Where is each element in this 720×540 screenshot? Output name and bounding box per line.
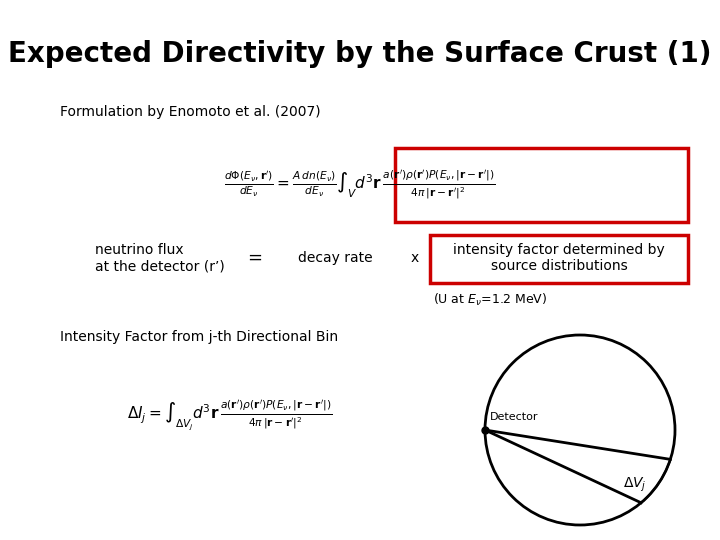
Text: $\frac{d\Phi(E_\nu,\mathbf{r}^{\prime})}{dE_\nu}= \frac{A\,dn(E_\nu)}{dE_\nu}\in: $\frac{d\Phi(E_\nu,\mathbf{r}^{\prime})}… (225, 168, 495, 201)
Text: neutrino flux
at the detector (r’): neutrino flux at the detector (r’) (95, 243, 225, 273)
Text: $\Delta I_j = \int_{\Delta V_j} d^3\mathbf{r}\,\frac{a(\mathbf{r}^{\prime})\rho(: $\Delta I_j = \int_{\Delta V_j} d^3\math… (127, 398, 333, 432)
Text: =: = (248, 249, 263, 267)
Bar (395, 148, 688, 222)
Text: (U at $E_\nu$=1.2 MeV): (U at $E_\nu$=1.2 MeV) (433, 292, 547, 308)
Text: Intensity Factor from j-th Directional Bin: Intensity Factor from j-th Directional B… (60, 330, 338, 344)
Text: $\Delta V_j$: $\Delta V_j$ (623, 476, 647, 494)
Text: x: x (411, 251, 419, 265)
Bar (430, 235, 688, 283)
Text: intensity factor determined by
source distributions: intensity factor determined by source di… (453, 243, 665, 273)
Text: Formulation by Enomoto et al. (2007): Formulation by Enomoto et al. (2007) (60, 105, 320, 119)
Text: Expected Directivity by the Surface Crust (1): Expected Directivity by the Surface Crus… (8, 40, 712, 68)
Text: Detector: Detector (490, 412, 539, 422)
Text: decay rate: decay rate (297, 251, 372, 265)
